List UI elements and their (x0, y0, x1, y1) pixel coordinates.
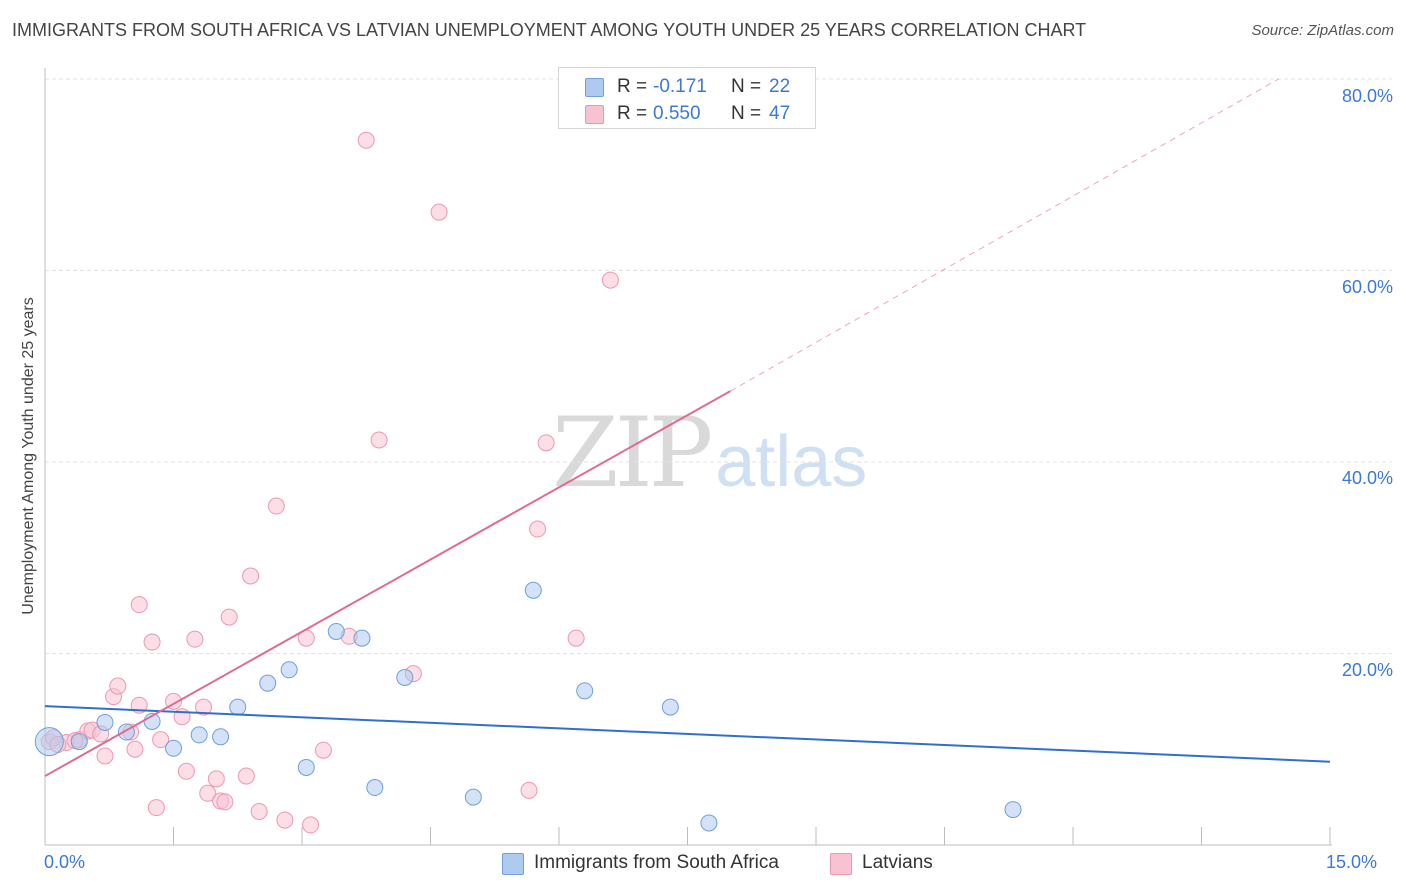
south-africa-point (524, 581, 542, 599)
south-africa-point (396, 668, 414, 686)
latvians-point (314, 741, 332, 759)
south-africa-point (353, 629, 371, 647)
south-africa-point (70, 733, 88, 751)
r-value: -0.171 (653, 76, 707, 97)
y-tick-label-80: 80.0% (1341, 86, 1393, 106)
south-africa-point (212, 728, 230, 746)
y-tick-label-20: 20.0% (1341, 660, 1393, 680)
south-africa-point (190, 726, 208, 744)
latvians-point (126, 740, 144, 758)
south-africa-point (366, 779, 384, 797)
south-africa-point (165, 739, 182, 757)
latvians-point (250, 802, 268, 820)
r-label: R = (617, 76, 648, 97)
latvians-point (109, 677, 127, 695)
watermark-zip: ZIP (552, 397, 713, 509)
pink-swatch-icon (830, 853, 852, 875)
chart-title: IMMIGRANTS FROM SOUTH AFRICA VS LATVIAN … (12, 20, 1087, 40)
latvians-point (143, 633, 161, 651)
stats-legend: R = -0.171 N = 22 R = 0.550 N = 47 (558, 67, 816, 129)
latvians-point (207, 770, 225, 788)
latvians-point (537, 434, 555, 452)
latvians-point (147, 799, 165, 817)
latvians-trendline (44, 390, 731, 777)
south-africa-point (1004, 801, 1022, 819)
n-label: N = (731, 103, 762, 124)
latvians-point (357, 131, 375, 149)
r-value: 0.550 (653, 103, 701, 124)
legend-label: Immigrants from South Africa (534, 852, 779, 873)
south-africa-point (297, 758, 315, 776)
latvians-point (529, 520, 547, 538)
south-africa-point (96, 713, 114, 731)
latvians-point (177, 762, 195, 780)
latvians-point (194, 698, 212, 716)
watermark: ZIPatlas (552, 405, 867, 502)
south-africa-point (229, 698, 247, 716)
latvians-point (567, 629, 585, 647)
n-label: N = (731, 76, 762, 97)
blue-swatch-icon (502, 853, 524, 875)
south-africa-point (576, 682, 594, 700)
n-value: 22 (769, 76, 791, 97)
latvians-point (237, 767, 255, 785)
south-africa-trendline (44, 705, 1331, 763)
legend-label: Latvians (862, 852, 933, 873)
latvians-point (601, 271, 619, 289)
x-tick-label-max: 15.0% (1326, 852, 1378, 872)
latvians-point (520, 781, 538, 799)
pink-swatch-icon (585, 105, 604, 124)
r-label: R = (617, 103, 648, 124)
latvians-point (130, 596, 148, 614)
latvians-point (267, 497, 285, 515)
latvians-point (186, 630, 204, 648)
source-label: Source: ZipAtlas.com (1251, 22, 1394, 39)
x-tick-label-min: 0.0% (44, 852, 86, 872)
latvians-point (276, 811, 294, 829)
south-africa-point (700, 814, 718, 832)
latvians-point (216, 793, 234, 811)
y-tick-label-40: 40.0% (1341, 468, 1393, 488)
y-tick-label-60: 60.0% (1341, 277, 1393, 297)
latvians-point (199, 784, 217, 802)
n-value: 47 (769, 103, 791, 124)
south-africa-point (464, 788, 482, 806)
latvians-point (430, 203, 448, 221)
south-africa-point (327, 622, 345, 640)
latvians-point (220, 608, 238, 626)
latvians-point (96, 747, 114, 765)
latvians-point (370, 431, 388, 449)
south-africa-point (280, 661, 298, 679)
south-africa-point (34, 727, 64, 757)
south-africa-point (661, 698, 679, 716)
south-africa-point (259, 674, 277, 692)
blue-swatch-icon (585, 78, 604, 97)
latvians-point (152, 731, 170, 749)
latvians-point (242, 567, 260, 585)
latvians-point (302, 816, 320, 834)
